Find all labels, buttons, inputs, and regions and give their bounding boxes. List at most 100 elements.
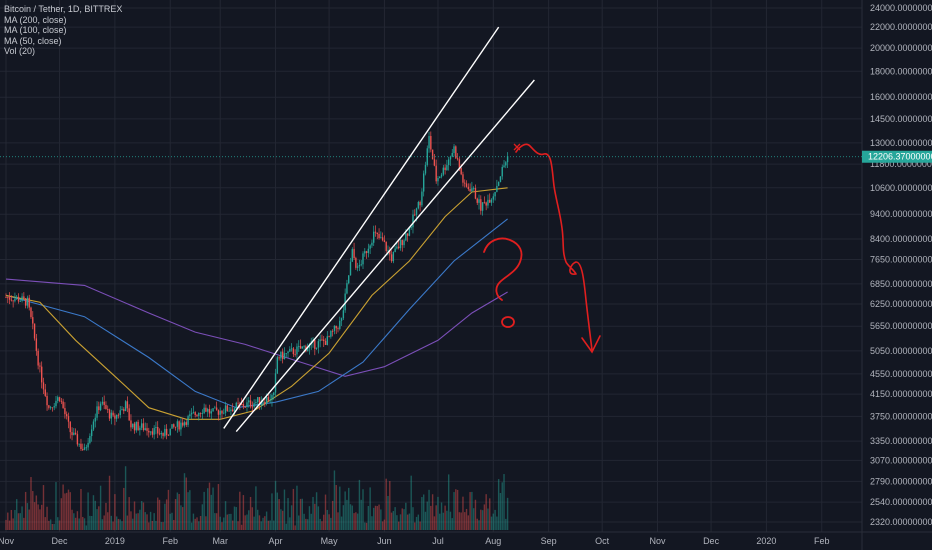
price-tick-label: 3070.00000000 xyxy=(870,455,932,465)
volume-bar xyxy=(140,501,143,530)
volume-bar xyxy=(351,505,353,530)
candle-body xyxy=(151,431,154,435)
volume-bar xyxy=(219,516,221,530)
candle-body xyxy=(217,410,220,415)
volume-bar xyxy=(119,519,121,530)
candle-body xyxy=(403,240,405,246)
candle-body xyxy=(346,283,348,294)
candle-body xyxy=(428,136,430,149)
volume-bar xyxy=(492,513,495,530)
volume-bar xyxy=(169,513,171,530)
volume-bar xyxy=(378,504,380,530)
volume-bar xyxy=(340,516,343,530)
volume-bar xyxy=(314,503,316,530)
volume-bar xyxy=(201,504,204,530)
current-price-tag: 12206.37000000 xyxy=(0,150,932,163)
candle-body xyxy=(467,186,470,190)
volume-bar xyxy=(460,512,462,530)
volume-bar xyxy=(335,485,337,530)
time-tick-label: Sep xyxy=(541,536,557,546)
volume-bar xyxy=(426,501,428,530)
symbol-title[interactable]: Bitcoin / Tether, 1D, BITTREX xyxy=(4,4,123,14)
ma200-line xyxy=(5,278,508,377)
volume-bar xyxy=(399,514,402,530)
time-tick-label: 2019 xyxy=(105,536,125,546)
volume-bar xyxy=(155,520,157,530)
volume-bar xyxy=(194,518,196,530)
volume-bar xyxy=(89,515,91,530)
volume-bar xyxy=(85,525,88,530)
volume-bar xyxy=(342,505,345,530)
candle-body xyxy=(201,413,204,414)
candle-body xyxy=(215,407,218,411)
volume-bar xyxy=(469,492,471,530)
candle-body xyxy=(194,412,196,416)
volume-bar xyxy=(394,507,396,530)
volume-bar xyxy=(92,495,95,530)
volume-bar xyxy=(458,512,461,530)
volume-bar xyxy=(271,493,273,530)
volume-bar xyxy=(221,522,223,530)
volume-bar xyxy=(310,513,312,530)
volume-bar xyxy=(101,519,104,530)
volume-bar xyxy=(403,509,405,530)
candle-body xyxy=(414,214,416,216)
volume-bar xyxy=(5,519,7,530)
volume-bar xyxy=(190,522,193,530)
volume-bar xyxy=(180,505,182,530)
candle-body xyxy=(90,429,93,437)
volume-bar xyxy=(344,491,346,530)
volume-bar xyxy=(471,491,473,530)
volume-bar xyxy=(123,487,125,530)
candle-body xyxy=(303,346,305,348)
trendline[interactable] xyxy=(235,79,535,432)
volume-bar xyxy=(174,499,177,530)
legend-ma50[interactable]: MA (50, close) xyxy=(4,35,62,46)
candle-body xyxy=(478,199,480,203)
legend-volume[interactable]: Vol (20) xyxy=(4,46,36,56)
legend-ma100[interactable]: MA (100, close) xyxy=(4,25,67,35)
trendline[interactable] xyxy=(223,26,500,429)
legend-ma200[interactable]: MA (200, close) xyxy=(4,14,67,25)
price-axis[interactable]: 24000.00000000 22000.00000000 20000.000000… xyxy=(861,0,932,550)
volume-bar xyxy=(133,501,136,530)
volume-bar xyxy=(483,504,486,530)
volume-bar xyxy=(289,517,291,530)
time-axis[interactable]: Nov Dec 2019 Feb Mar Apr May Jun Jul Aug Sep Oct Nov… xyxy=(0,531,932,546)
volume-bar xyxy=(392,511,395,530)
candle-body xyxy=(73,432,75,436)
candle-body xyxy=(33,323,36,339)
volume-bar xyxy=(64,493,66,530)
price-tick-label: 4550.00000000 xyxy=(870,369,932,379)
volume-bar xyxy=(23,517,25,530)
volume-bar xyxy=(435,505,437,530)
volume-bar xyxy=(371,516,373,530)
candle-body xyxy=(98,406,100,411)
candle-body xyxy=(233,408,236,412)
volume-bar xyxy=(199,516,202,530)
candle-body xyxy=(171,424,173,429)
volume-bar xyxy=(176,492,179,530)
volume-bar xyxy=(369,487,371,530)
volume-bar xyxy=(465,508,468,530)
candle-body xyxy=(355,258,357,268)
time-tick-label: Apr xyxy=(269,536,283,546)
candle-body xyxy=(398,246,400,249)
candle-body xyxy=(381,237,384,241)
candle-body xyxy=(349,261,352,276)
volume-bar xyxy=(431,494,434,530)
candle-body xyxy=(119,410,121,416)
candle-body xyxy=(12,300,14,302)
candle-body xyxy=(283,353,286,359)
volume-bar xyxy=(265,511,268,530)
volume-bar xyxy=(453,492,455,530)
volume-bar xyxy=(32,491,34,530)
volume-bar xyxy=(16,499,18,530)
candle-body xyxy=(176,421,179,427)
candlesticks xyxy=(5,131,509,452)
time-tick-label: Mar xyxy=(212,536,228,546)
volume-bar xyxy=(74,517,77,530)
candle-body xyxy=(392,252,395,262)
candle-body xyxy=(5,297,7,298)
